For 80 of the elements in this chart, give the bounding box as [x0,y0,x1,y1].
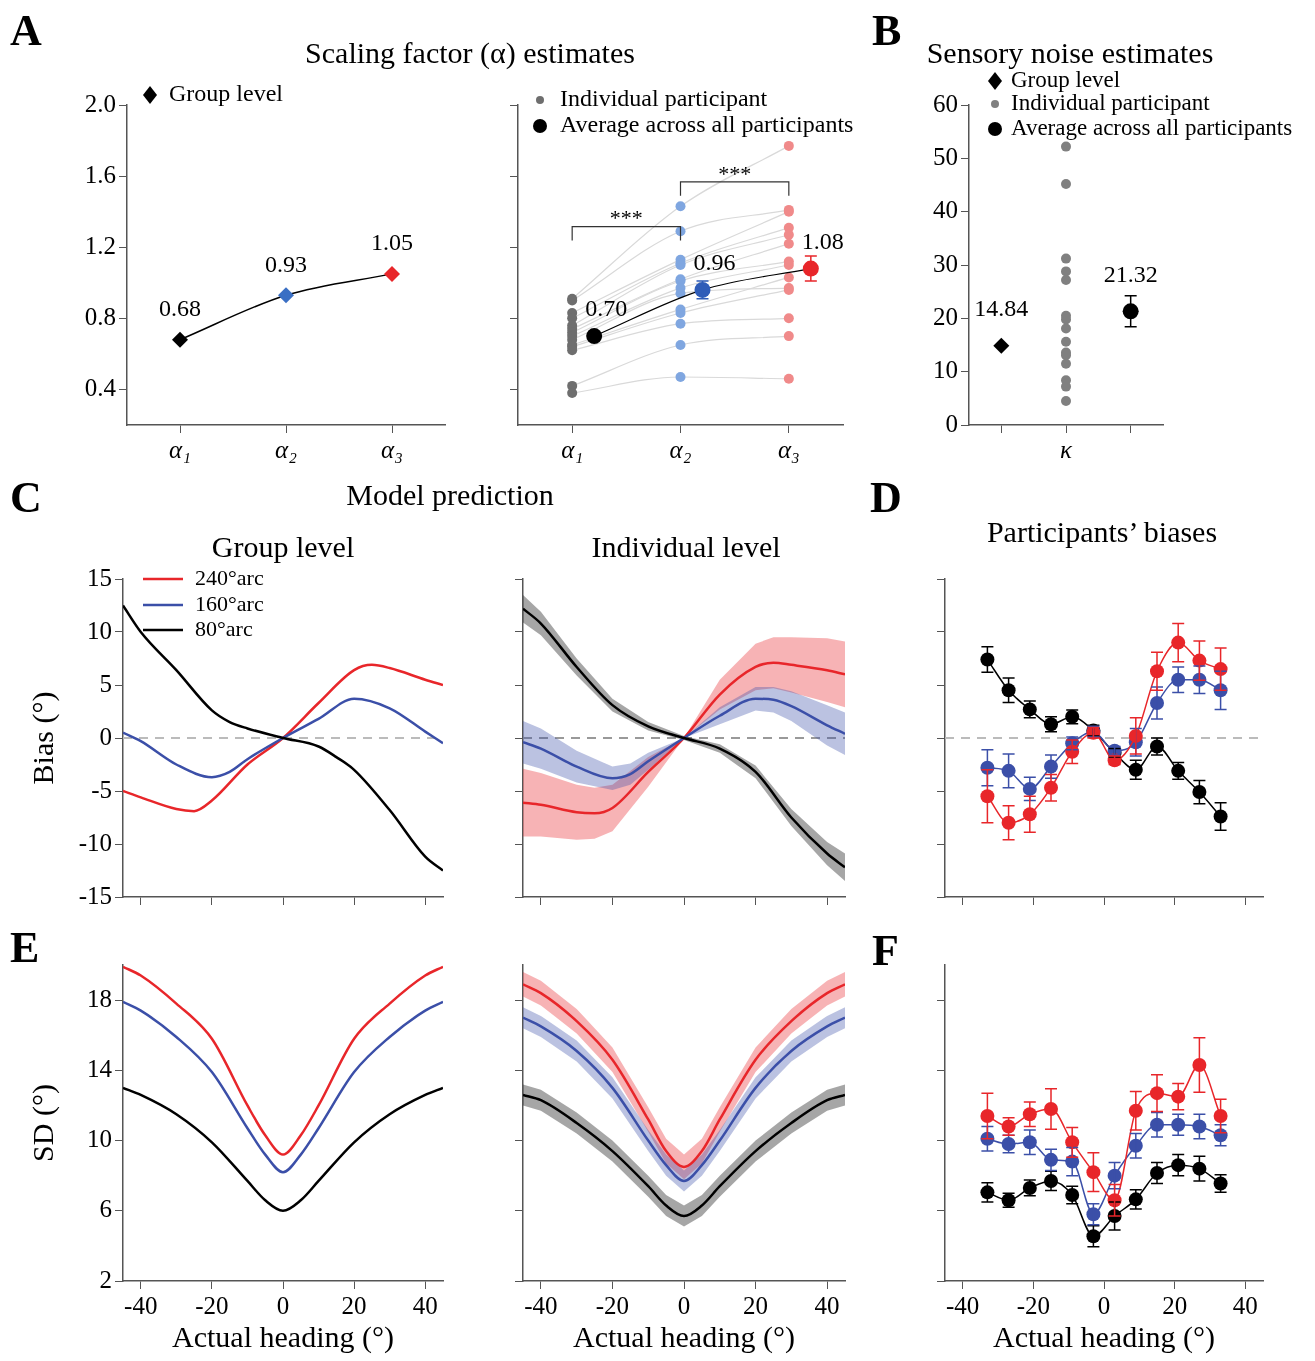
y-tick-label: 2 [99,1265,112,1293]
y-axis-title: Bias (°) [25,691,60,785]
text: B [872,5,902,56]
text: E [10,922,40,973]
data-label: 0.93 [265,250,307,277]
x-tick-label: -20 [1016,1291,1050,1319]
chart-title: Group level [211,530,355,564]
legend-label: Group level [169,80,284,107]
legend-label: 80°arc [195,615,253,641]
data-label: 0.96 [693,249,736,276]
x-axis-title: Actual heading (°) [993,1319,1215,1354]
x-tick-label: α₂ [669,435,692,463]
x-tick-label: 40 [1232,1291,1258,1319]
annotation: *** [718,160,752,186]
data-label: 0.68 [159,294,201,321]
y-tick-label: 1.6 [84,160,116,188]
x-tick-label: 20 [743,1291,769,1319]
text: F [872,925,899,976]
text: C [10,472,42,523]
y-tick-label: 40 [933,196,958,224]
x-tick-label: 20 [1162,1291,1188,1319]
legend-label: Average across all participants [560,111,854,138]
y-tick-label: 10 [933,356,958,384]
y-tick-label: -15 [78,881,112,909]
y-tick-label: 15 [87,563,112,591]
chart-title: Individual level [591,530,781,564]
y-tick-label: 10 [87,1125,112,1153]
data-label: 1.08 [801,227,844,254]
y-tick-label: -10 [78,828,112,856]
annotation: *** [609,205,643,231]
x-tick-label: 0 [677,1291,691,1319]
chart-title: Sensory noise estimates [926,36,1214,70]
x-tick-label: -40 [524,1291,558,1319]
x-tick-label: -20 [595,1291,630,1319]
x-tick-label: -40 [946,1291,980,1319]
chart-title: Participants’ biases [986,515,1218,549]
legend-label: Average across all participants [1011,115,1293,141]
y-tick-label: 30 [933,249,958,277]
x-tick-label: 20 [341,1291,367,1319]
legend-label: 240°arc [195,564,264,590]
x-tick-label: -40 [124,1291,158,1319]
y-tick-label: 14 [87,1054,113,1082]
x-tick-label: α₃ [381,435,403,463]
y-tick-label: 50 [933,142,958,170]
data-label: 1.05 [371,229,413,256]
x-tick-label: 0 [1097,1291,1111,1319]
x-axis-title: Actual heading (°) [573,1319,795,1354]
x-tick-label: 40 [814,1291,840,1319]
x-tick-label: α₃ [777,435,800,463]
y-tick-label: 20 [933,302,958,330]
y-tick-label: 5 [99,669,112,697]
data-label: 14.84 [974,295,1029,322]
y-tick-label: -5 [91,775,112,803]
y-tick-label: 6 [99,1195,112,1223]
legend-label: Individual participant [560,85,768,112]
y-tick-label: 18 [87,984,112,1012]
text: A [10,5,42,56]
text: Model prediction [346,478,554,512]
y-tick-label: 2.0 [84,89,116,117]
x-tick-label: 40 [412,1291,438,1319]
y-axis-title: SD (°) [25,1084,60,1162]
legend-label: 160°arc [195,590,264,616]
x-tick-label: α₁ [169,435,191,463]
y-tick-label: 0 [99,722,112,750]
x-tick-label: α₁ [561,435,584,463]
y-tick-label: 1.2 [84,231,116,259]
chart-title: Scaling factor (α) estimates [305,36,635,70]
y-tick-label: 0 [945,409,958,437]
y-tick-label: 0.4 [84,374,117,402]
y-tick-label: 10 [87,616,112,644]
x-tick-label: -20 [195,1291,229,1319]
data-label: 21.32 [1103,260,1158,287]
x-tick-label: 0 [276,1291,290,1319]
x-tick-label: κ [1060,435,1073,463]
x-axis-title: Actual heading (°) [172,1319,394,1354]
text: D [870,472,902,523]
x-tick-label: α₂ [275,435,298,463]
y-tick-label: 0.8 [84,302,116,330]
data-label: 0.70 [585,295,628,322]
y-tick-label: 60 [933,89,958,117]
